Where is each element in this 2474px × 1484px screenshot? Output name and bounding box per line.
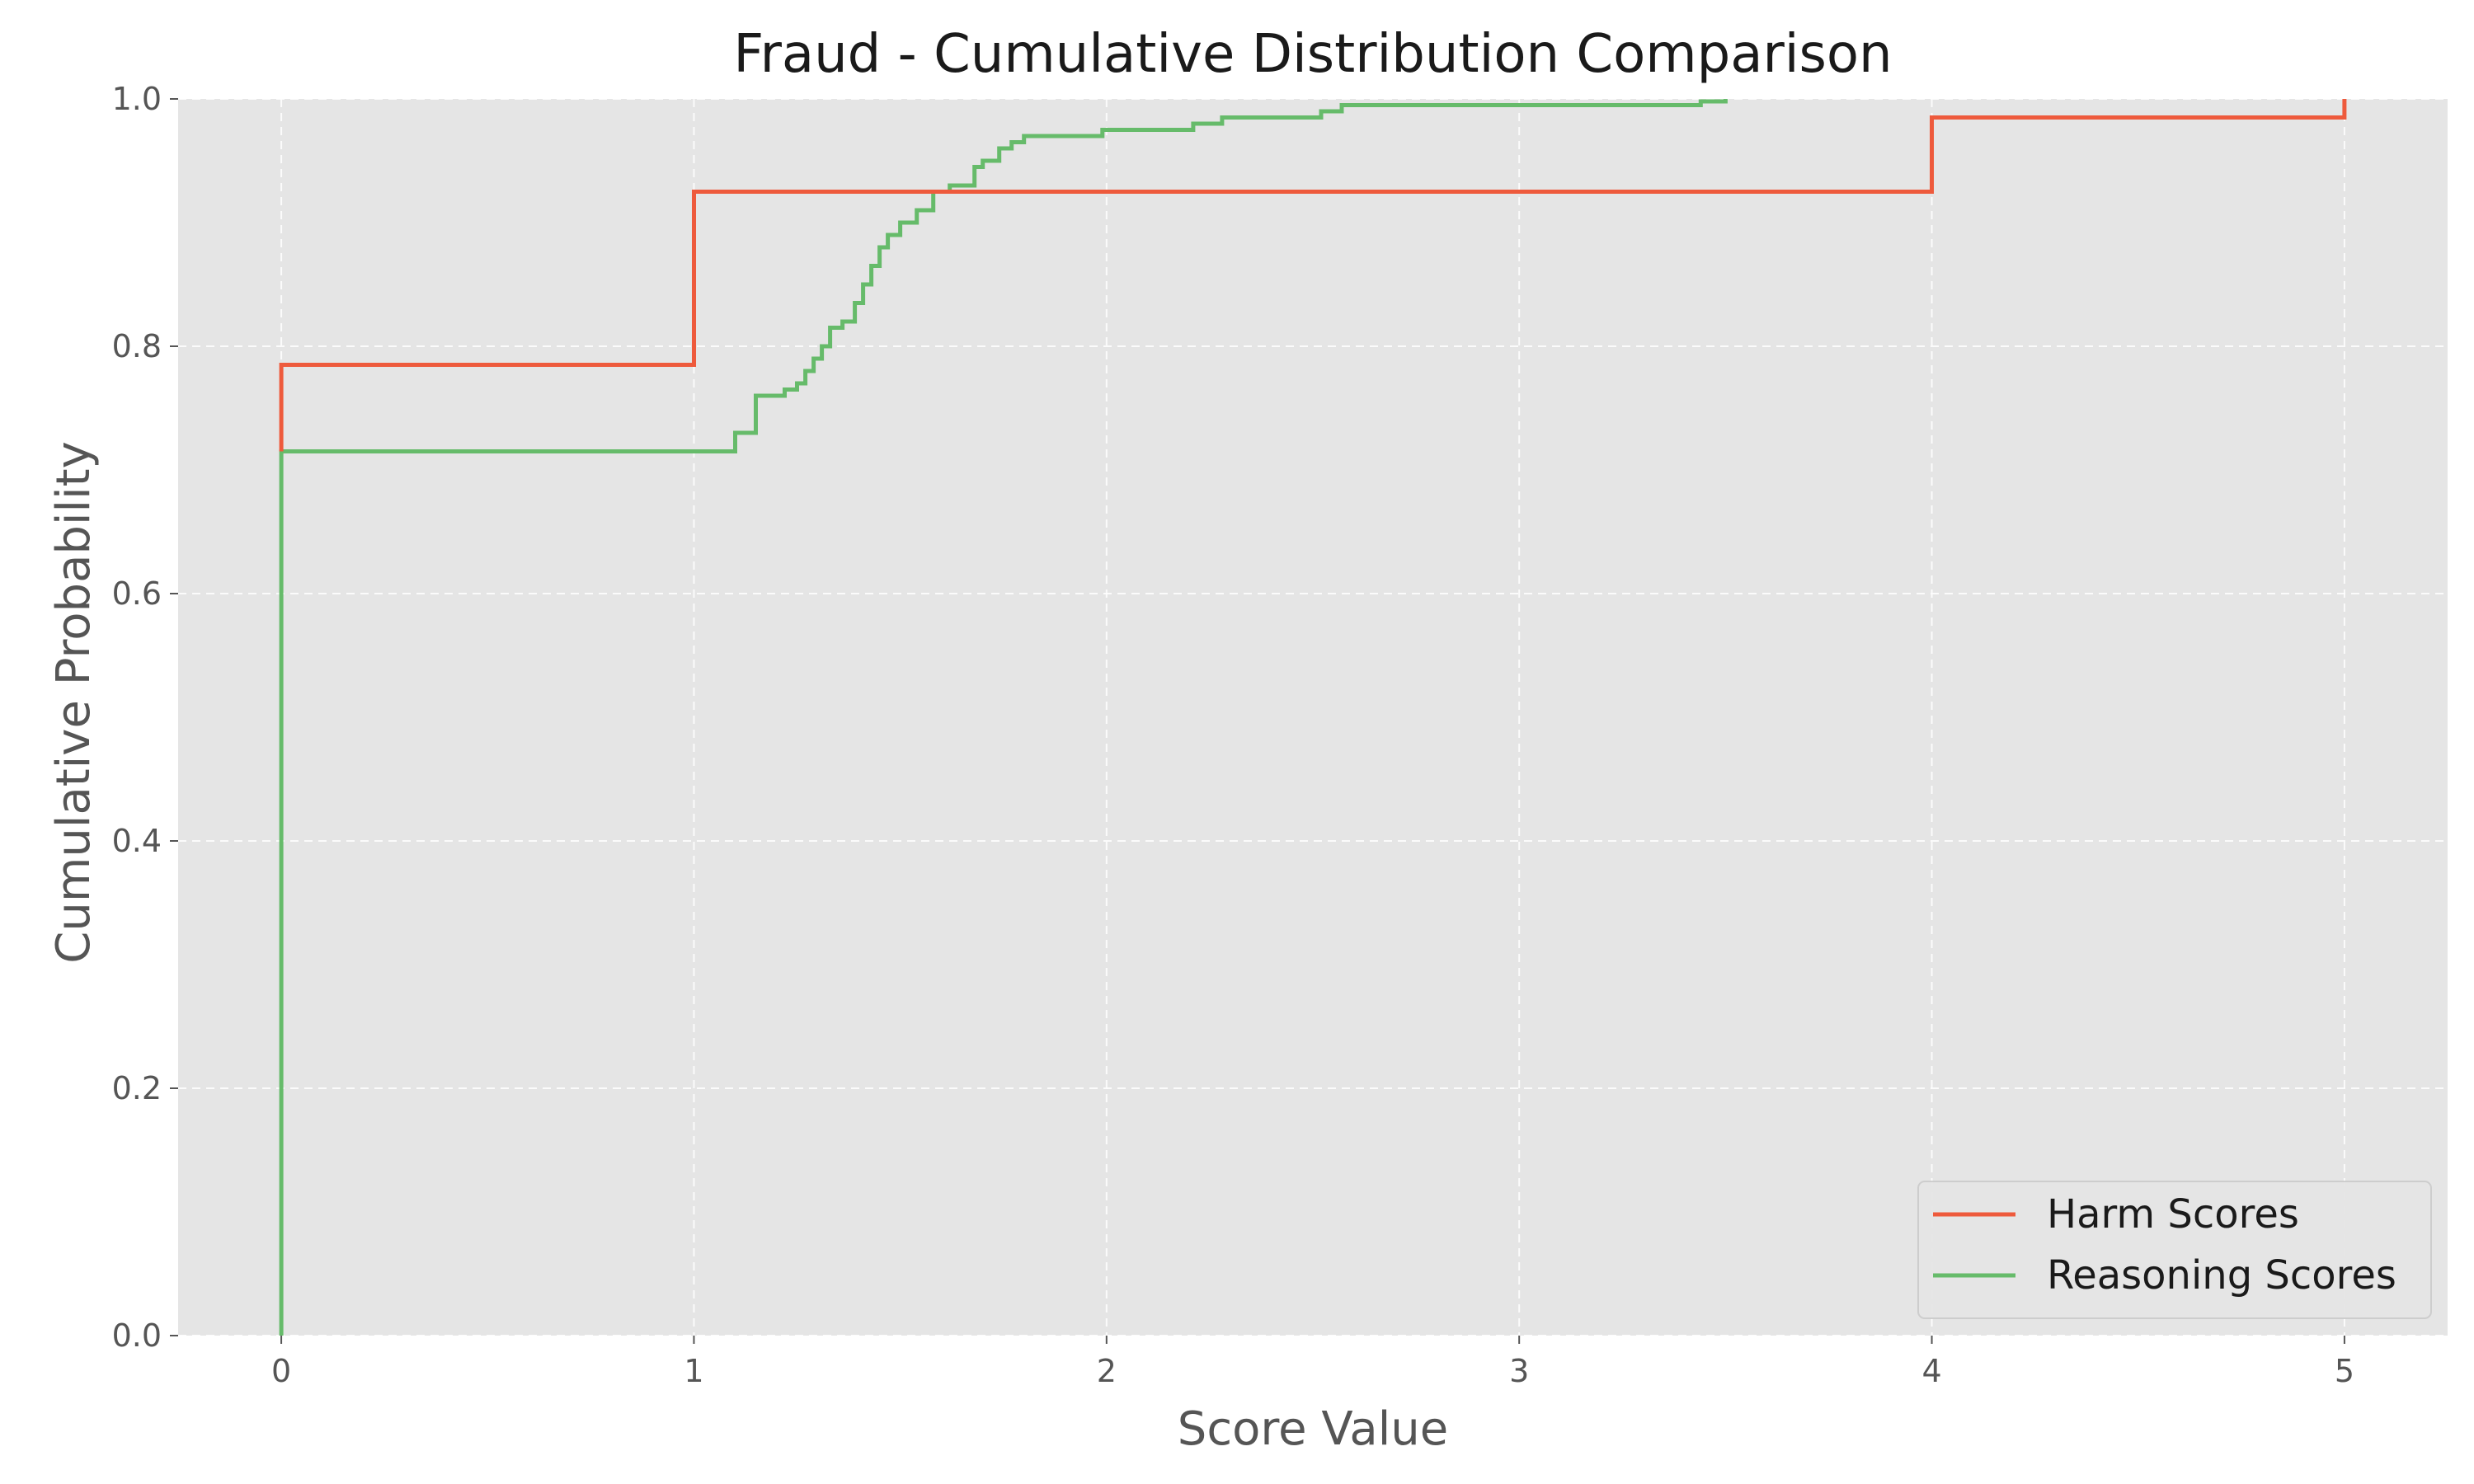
legend-box [1917,1181,2432,1319]
ticks: 0 1 2 3 4 5 0.0 0.2 0.4 0.6 0.8 1.0 [112,81,2354,1389]
y-axis-label: Cumulative Probability [47,441,101,963]
y-tick-label: 0.2 [112,1070,162,1106]
x-tick-label: 1 [684,1353,703,1389]
series-line-reasoning-scores [279,99,1728,1336]
legend: Harm Scores Reasoning Scores [1917,1181,2432,1319]
x-axis-label: Score Value [1178,1402,1448,1456]
y-tick-label: 0.4 [112,823,162,859]
y-tick-label: 0.6 [112,575,162,612]
x-tick-label: 3 [1509,1353,1529,1389]
y-tick-label: 0.8 [112,328,162,364]
series-layer [279,99,2347,1336]
legend-label: Reasoning Scores [2047,1252,2396,1298]
x-tick-label: 0 [271,1353,291,1389]
legend-label: Harm Scores [2047,1191,2299,1237]
series-line-harm-scores [279,99,2347,452]
y-tick-label: 0.0 [112,1317,162,1354]
plot-area [178,99,2448,1336]
x-tick-label: 5 [2335,1353,2354,1389]
chart-title: Fraud - Cumulative Distribution Comparis… [733,24,1892,85]
y-tick-label: 1.0 [112,81,162,117]
x-tick-label: 2 [1097,1353,1117,1389]
x-tick-label: 4 [1921,1353,1941,1389]
